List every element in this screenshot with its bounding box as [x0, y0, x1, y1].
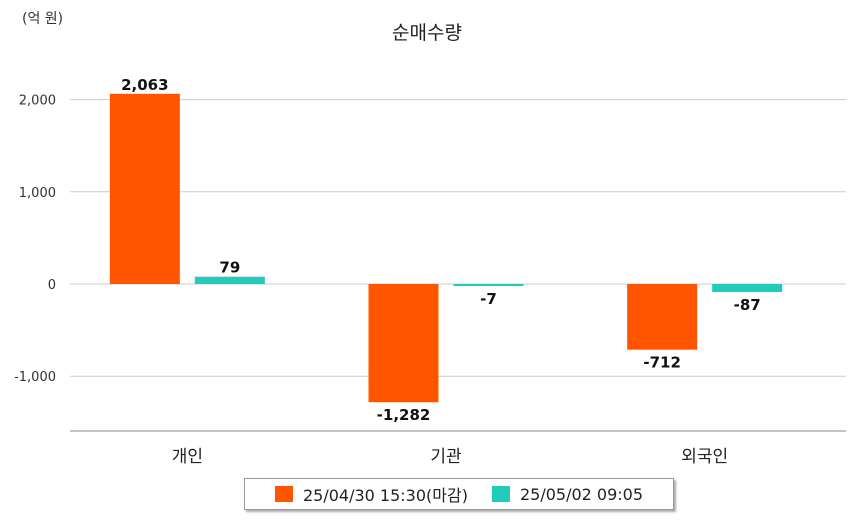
y-tick-label-0: 2,000: [19, 94, 56, 109]
legend: 25/04/30 15:30(마감) 25/05/02 09:05: [244, 478, 674, 510]
legend-item-series-2[interactable]: 25/05/02 09:05: [491, 484, 644, 504]
data-label-개인-series-2: 79: [219, 259, 240, 277]
bar-외국인-series-1: [627, 284, 698, 350]
y-tick-label-2: 0: [48, 278, 56, 293]
chart-title: 순매수량: [392, 22, 462, 44]
data-label-외국인-series-2: -87: [734, 296, 761, 314]
x-tick-label-0: 개인: [172, 447, 203, 467]
y-tick-label-3: -1,000: [14, 370, 56, 385]
bar-기관-series-2: [453, 284, 524, 286]
data-label-기관-series-1: -1,282: [377, 406, 431, 424]
bar-개인-series-2: [194, 276, 265, 284]
legend-label-series-1: 25/04/30 15:30(마감): [302, 486, 468, 505]
unit-label: (억 원): [22, 11, 64, 27]
legend-swatch-series-2: [491, 486, 510, 502]
data-label-기관-series-2: -7: [480, 290, 497, 308]
data-label-외국인-series-1: -712: [643, 354, 681, 372]
legend-swatch-series-1: [274, 486, 293, 502]
x-tick-label-2: 외국인: [681, 447, 728, 467]
bar-개인-series-1: [109, 93, 180, 284]
y-tick-label-1: 1,000: [19, 186, 56, 201]
legend-label-series-2: 25/05/02 09:05: [519, 484, 644, 504]
data-label-개인-series-1: 2,063: [121, 76, 168, 94]
x-tick-label-1: 기관: [430, 447, 461, 467]
bar-외국인-series-2: [712, 284, 783, 293]
bar-기관-series-1: [368, 284, 439, 403]
legend-item-series-1[interactable]: 25/04/30 15:30(마감): [274, 482, 468, 506]
